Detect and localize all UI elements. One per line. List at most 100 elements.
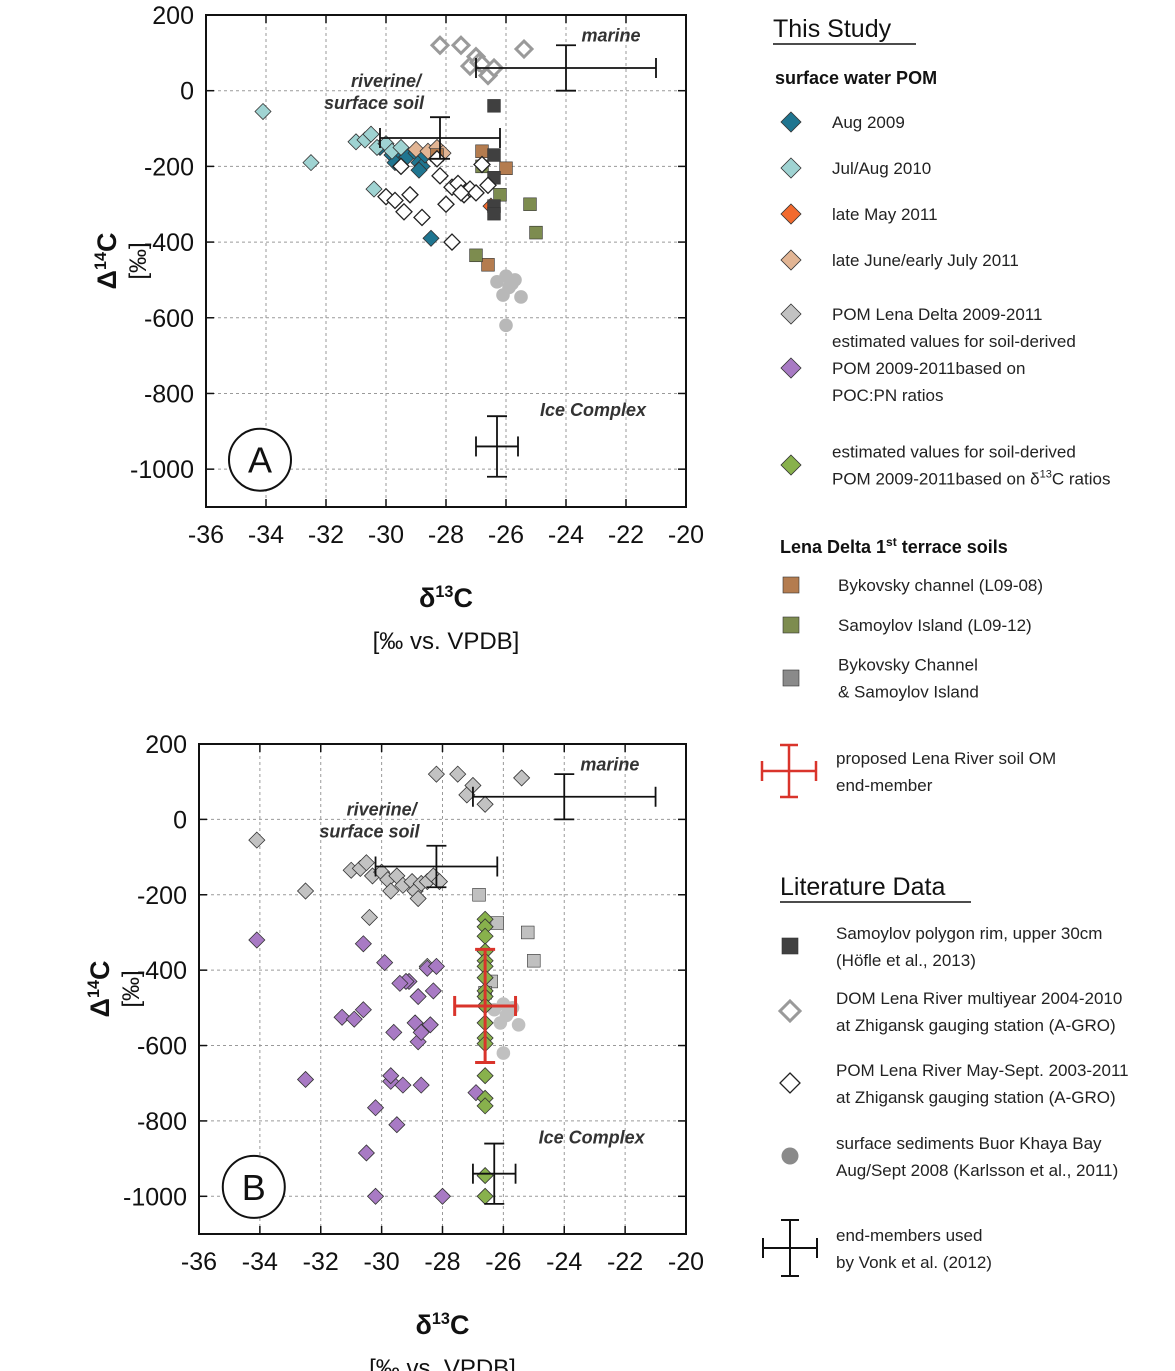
y-tick-label: -400	[144, 229, 194, 257]
data-point	[296, 1070, 315, 1089]
data-point	[248, 931, 266, 949]
data-point	[481, 258, 495, 272]
panel-b: -36 -34 -32 -30 -28 -26 -24 -22 -20 200 0 -200 -400 -…	[85, 731, 704, 1371]
legend-label: POM Lena Delta 2009-2011	[832, 305, 1042, 324]
data-point	[513, 769, 531, 787]
data-point	[467, 183, 485, 202]
annotation-marine: marine	[581, 25, 640, 45]
data-point	[521, 925, 535, 940]
legend-marker	[781, 1147, 799, 1165]
data-point	[476, 795, 494, 813]
data-point	[354, 935, 372, 953]
x-tick-label: -26	[488, 521, 524, 549]
legend-label: POM Lena River May-Sept. 2003-2011	[836, 1061, 1129, 1080]
data-point	[409, 987, 427, 1006]
x-axis-units: [‰ vs. VPDB]	[369, 1355, 516, 1371]
data-point	[401, 185, 419, 204]
data-point	[496, 1046, 511, 1060]
data-point	[487, 99, 501, 113]
data-point	[385, 1023, 403, 1041]
x-tick-label: -20	[668, 1248, 704, 1276]
annotation-riverine: riverine/	[347, 800, 419, 820]
y-tick-label: -800	[137, 1108, 187, 1136]
panel-a: -36 -34 -32 -30 -28 -26 -24 -22 -20 200 0 -200 -400 -…	[92, 2, 704, 655]
y-tick-label: -400	[137, 957, 187, 985]
legend-label: (Höfle et al., 2013)	[836, 951, 976, 970]
data-point	[476, 1167, 494, 1185]
annotation-ice-complex: Ice Complex	[539, 1128, 646, 1148]
x-tick-label: -32	[303, 1248, 339, 1276]
data-point	[513, 38, 535, 60]
y-axis-units: [‰]	[118, 970, 145, 1007]
legend-label: POM 2009-2011based on δ13C ratios	[832, 469, 1110, 489]
x-tick-label: -22	[608, 521, 644, 549]
legend-label: estimated values for soil-derived	[832, 332, 1076, 351]
x-tick-label: -28	[428, 521, 464, 549]
data-point	[476, 1187, 494, 1205]
end-member-errorbar	[379, 116, 501, 160]
data-point	[392, 157, 410, 176]
y-tick-label: 0	[173, 806, 187, 834]
data-point	[366, 1187, 385, 1205]
legend-marker	[781, 937, 799, 955]
data-point	[476, 927, 494, 945]
x-tick-label: -28	[424, 1248, 460, 1276]
legend-marker	[779, 1072, 801, 1094]
panel-letter-circle	[228, 427, 292, 492]
x-tick-label: -32	[308, 521, 344, 549]
data-point	[431, 166, 449, 185]
data-point	[529, 225, 543, 240]
legend-label: at Zhigansk gauging station (A-GRO)	[836, 1088, 1116, 1107]
legend-label: DOM Lena River multiyear 2004-2010	[836, 989, 1122, 1008]
data-point	[424, 982, 442, 1000]
data-point	[490, 916, 504, 930]
data-point	[427, 765, 445, 783]
x-tick-label: -36	[181, 1248, 217, 1276]
legend-marker	[782, 669, 800, 687]
legend-label: Jul/Aug 2010	[832, 159, 931, 178]
panel-letter: B	[242, 1167, 266, 1208]
data-point	[412, 1076, 430, 1094]
legend-label: Samoylov polygon rim, upper 30cm	[836, 924, 1102, 943]
data-point	[433, 1187, 452, 1205]
data-point	[366, 1099, 385, 1117]
legend-label: end-members used	[836, 1226, 982, 1245]
legend-label: late May 2011	[832, 205, 938, 224]
end-member-errorbar	[374, 844, 499, 889]
data-point	[407, 140, 425, 158]
legend-label: POM 2009-2011based on	[832, 359, 1025, 378]
end-member-errorbar	[475, 44, 657, 92]
data-point	[395, 202, 413, 221]
data-point	[449, 765, 467, 783]
y-tick-label: 0	[180, 78, 194, 106]
y-tick-label: 200	[152, 2, 194, 30]
data-point	[394, 1076, 412, 1094]
grid	[206, 14, 686, 507]
x-tick-label: -34	[248, 521, 284, 549]
panel-letter: A	[248, 440, 272, 481]
legend-label: & Samoylov Island	[838, 683, 979, 702]
data-point	[296, 882, 315, 900]
legend-marker	[780, 249, 802, 271]
legend-label: Samoylov Island (L09-12)	[838, 616, 1032, 635]
legend-label: late June/early July 2011	[832, 251, 1019, 270]
data-point	[357, 854, 375, 872]
data-point	[527, 954, 541, 968]
data-point	[479, 176, 497, 195]
data-point	[493, 188, 507, 202]
data-point	[386, 191, 404, 210]
end-member-errorbar	[475, 415, 519, 478]
legend-label: Aug/Sept 2008 (Karlsson et al., 2011)	[836, 1161, 1118, 1180]
panel-letter-circle	[221, 1154, 286, 1219]
data-point	[487, 206, 501, 221]
legend-marker	[780, 454, 802, 476]
data-point	[360, 908, 379, 926]
grid	[199, 743, 686, 1234]
annotation-surface-soil: surface soil	[324, 93, 425, 113]
x-tick-label: -30	[368, 521, 404, 549]
data-point	[382, 1067, 400, 1085]
data-point	[302, 154, 320, 172]
end-member-errorbar	[472, 773, 657, 821]
data-point	[476, 1097, 494, 1115]
legend-label: surface sediments Buor Khaya Bay	[836, 1134, 1102, 1153]
